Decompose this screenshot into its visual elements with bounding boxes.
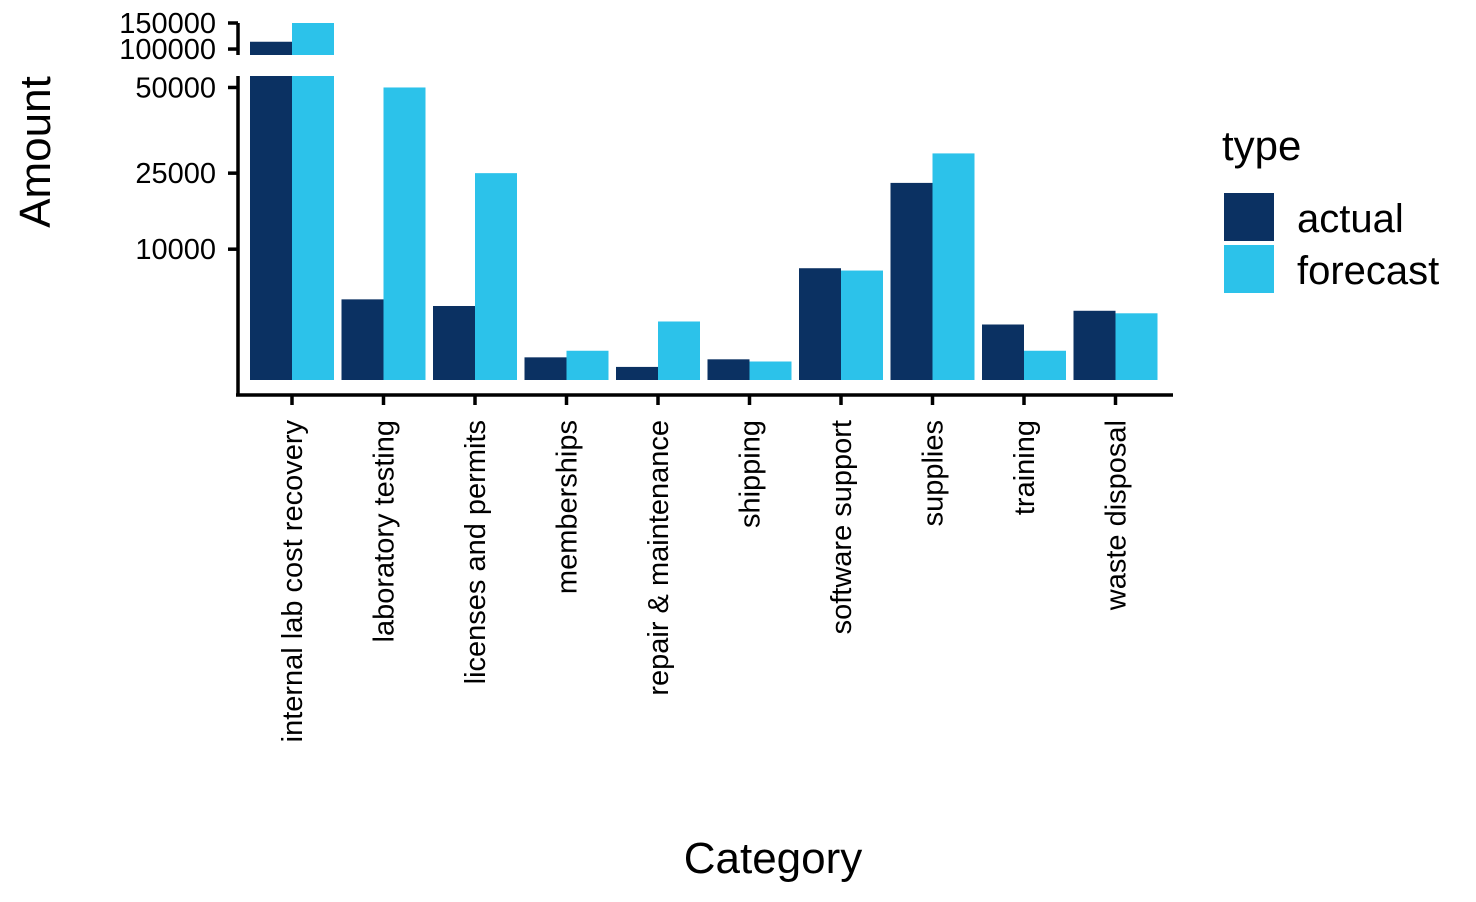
bar-actual-1	[341, 299, 384, 380]
series-forecast-bars	[292, 23, 1158, 380]
x-tick-label: software support	[826, 420, 858, 634]
y-tick-label: 50000	[135, 72, 216, 104]
bar-forecast-4	[658, 321, 700, 380]
x-tick-label: waste disposal	[1101, 420, 1133, 611]
bar-forecast-3	[566, 350, 609, 380]
x-tick-label: laboratory testing	[369, 420, 401, 642]
bar-forecast-7	[932, 153, 975, 380]
bar-actual-2	[433, 305, 475, 380]
bar-forecast-0-upper	[292, 23, 334, 55]
x-axis-ticks: internal lab cost recovery laboratory tes…	[277, 395, 1133, 742]
y-tick-label: 25000	[135, 158, 216, 190]
bar-actual-0-upper	[250, 41, 292, 55]
y-tick-label: 10000	[135, 234, 216, 266]
series-actual-bars	[250, 41, 1116, 380]
legend-swatch-actual	[1224, 193, 1274, 241]
bar-actual-4	[616, 366, 658, 380]
x-tick-label: internal lab cost recovery	[277, 420, 309, 743]
bar-forecast-6	[841, 270, 883, 380]
bar-forecast-0	[292, 76, 334, 380]
bar-forecast-5	[749, 361, 792, 380]
x-tick-label: repair & maintenance	[643, 420, 675, 696]
x-tick-label: shipping	[735, 420, 767, 528]
legend-label-actual: actual	[1297, 197, 1404, 241]
bar-forecast-9	[1115, 313, 1158, 380]
bar-actual-5	[707, 359, 750, 380]
bar-actual-6	[799, 268, 841, 380]
bar-actual-8	[982, 324, 1024, 380]
legend-swatch-forecast	[1224, 245, 1274, 293]
bar-actual-0	[250, 76, 292, 380]
y-tick-label: 150000	[119, 8, 216, 40]
y-tick-label: 100000	[119, 34, 216, 66]
bar-actual-3	[524, 357, 567, 380]
x-axis-title: Category	[684, 834, 863, 883]
legend-label-forecast: forecast	[1297, 249, 1439, 293]
legend: type actual forecast	[1222, 122, 1439, 293]
x-tick-label: supplies	[918, 420, 950, 526]
bar-actual-7	[890, 182, 933, 380]
x-tick-label: training	[1009, 420, 1041, 515]
bar-forecast-8	[1024, 350, 1066, 380]
y-axis-title: Amount	[11, 76, 60, 228]
bar-actual-9	[1073, 310, 1116, 380]
bar-forecast-2	[475, 173, 517, 380]
bar-forecast-1	[383, 87, 426, 380]
x-tick-label: licenses and permits	[460, 420, 492, 684]
legend-title: type	[1222, 122, 1301, 169]
x-tick-label: memberships	[552, 420, 584, 594]
